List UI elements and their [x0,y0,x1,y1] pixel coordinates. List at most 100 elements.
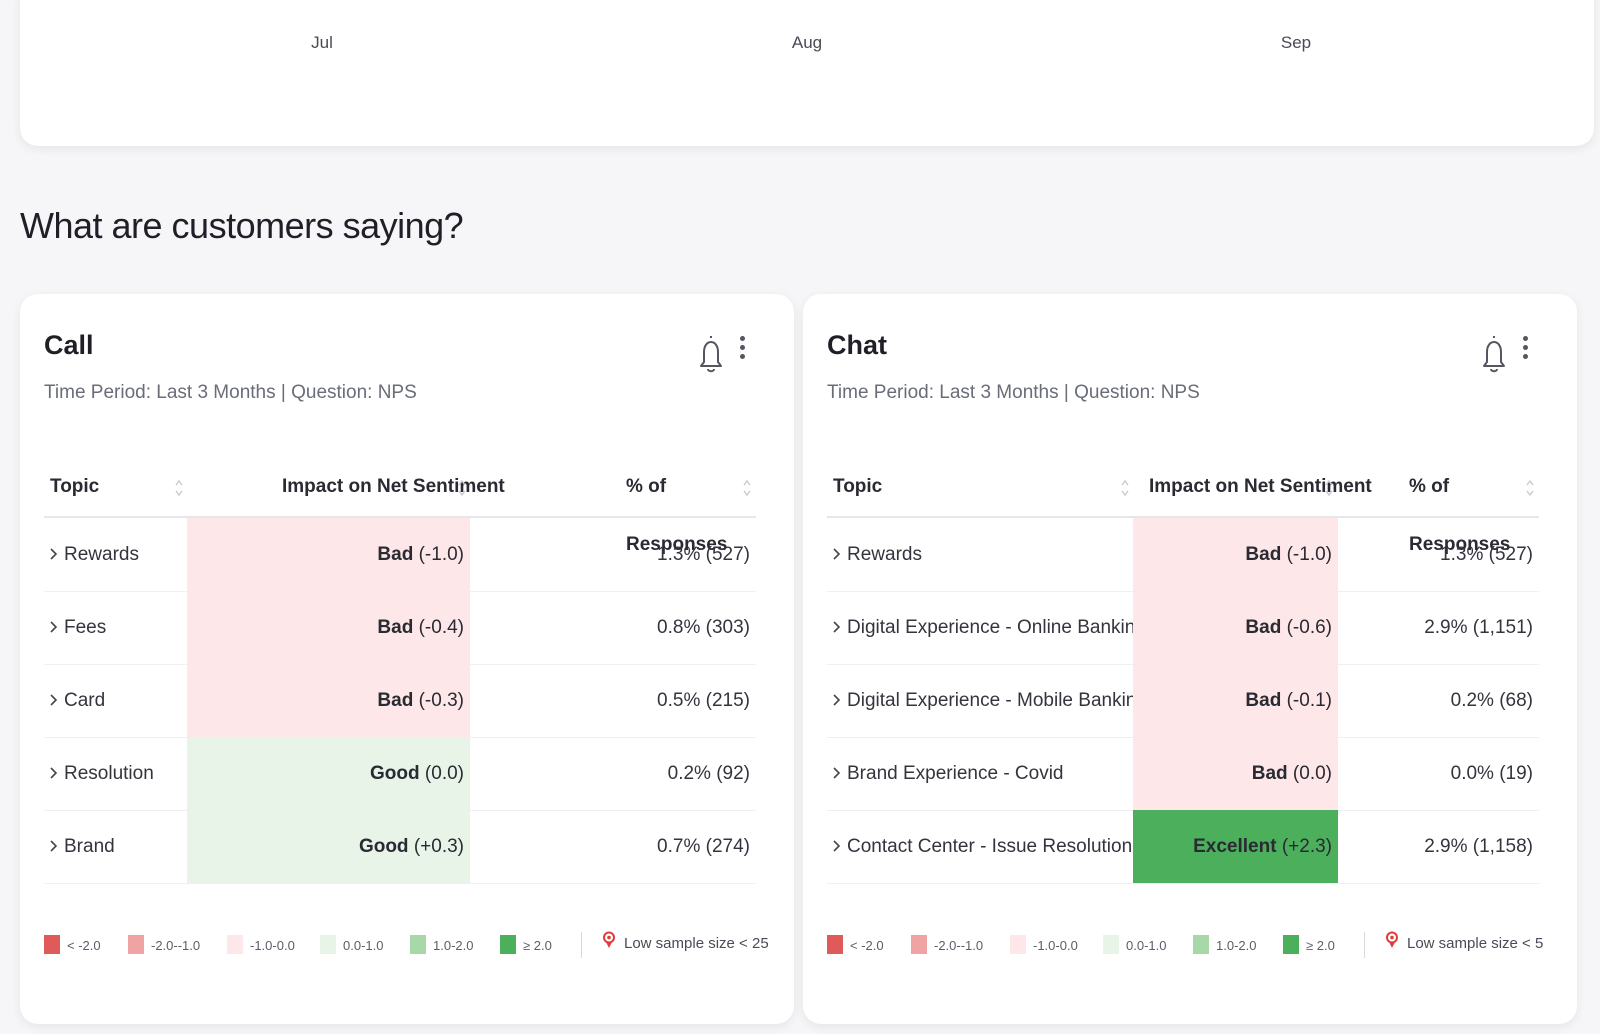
impact-rating: Bad [1245,544,1282,565]
column-header-label: % of Responses [626,476,728,555]
column-header-impact[interactable]: Impact on Net Sentiment [282,458,505,516]
column-header-topic[interactable]: Topic [833,458,882,516]
sort-icon[interactable] [1120,477,1130,499]
more-options-icon[interactable] [1519,332,1531,376]
impact-cell: Good (+0.3) [187,810,470,883]
row-topic-label: Digital Experience - Mobile Banking/App [847,690,1187,711]
table-row[interactable]: Rewards Bad (-1.0) 1.3% (527) [827,518,1539,592]
row-topic[interactable]: Resolution [48,737,154,810]
chevron-right-icon[interactable] [831,811,841,852]
legend-label: -2.0--1.0 [934,938,984,953]
row-topic-label: Card [64,690,106,711]
low-sample-label: Low sample size < 5 [1407,935,1544,952]
impact-rating: Bad [377,544,414,565]
sort-icon[interactable] [1324,477,1334,499]
chevron-right-icon[interactable] [831,665,841,706]
row-topic[interactable]: Fees [48,591,106,664]
chevron-right-icon[interactable] [831,592,841,633]
row-topic-label: Brand Experience - Covid [847,763,1064,784]
impact-cell: Bad (-0.4) [187,591,470,664]
month-label: Sep [1280,33,1312,52]
impact-rating: Bad [377,690,414,711]
impact-score: (+0.3) [413,836,464,857]
responses-cell: 2.9% (1,151) [1424,617,1533,638]
legend-label: < -2.0 [67,938,101,953]
legend-label: 1.0-2.0 [433,938,474,953]
call-panel: Call Time Period: Last 3 Months | Questi… [20,294,794,1024]
more-options-icon[interactable] [736,332,748,376]
sort-icon[interactable] [742,477,752,499]
column-header-responses[interactable]: % of Responses [626,458,756,555]
impact-rating: Bad [377,617,414,638]
legend-swatch [128,935,144,954]
table-row[interactable]: Brand Good (+0.3) 0.7% (274) [44,810,756,884]
legend-label: -1.0-0.0 [250,938,295,953]
impact-score: (-0.1) [1286,690,1332,711]
legend-swatch [410,935,426,954]
row-topic-label: Rewards [847,544,922,565]
legend-item: ≥ 2.0 [1283,934,1335,958]
legend-item: -1.0-0.0 [227,934,295,958]
chevron-right-icon[interactable] [48,519,58,560]
table-header: Topic Impact on Net Sentiment % of Respo… [827,458,1539,555]
legend-label: -2.0--1.0 [151,938,201,953]
impact-score: (-1.0) [1286,544,1332,565]
table-row[interactable]: Digital Experience - Online Banking/Webs… [827,591,1539,665]
timeline-card: Jul Aug Sep [20,0,1594,146]
legend-swatch [1010,935,1026,954]
impact-cell: Good (0.0) [187,737,470,810]
responses-cell: 0.2% (68) [1450,690,1533,711]
column-header-responses[interactable]: % of Responses [1409,458,1539,555]
table-row[interactable]: Rewards Bad (-1.0) 1.3% (527) [44,518,756,592]
chevron-right-icon[interactable] [48,738,58,779]
impact-rating: Good [370,763,420,784]
impact-rating: Excellent [1193,836,1277,857]
legend-label: -1.0-0.0 [1033,938,1078,953]
table-row[interactable]: Fees Bad (-0.4) 0.8% (303) [44,591,756,665]
row-topic[interactable]: Contact Center - Issue Resolution [831,810,1132,883]
low-sample-label: Low sample size < 25 [624,935,769,952]
chevron-right-icon[interactable] [48,811,58,852]
table-row[interactable]: Contact Center - Issue Resolution Excelle… [827,810,1539,884]
column-header-impact[interactable]: Impact on Net Sentiment [1149,458,1372,516]
impact-cell: Bad (-1.0) [1133,518,1338,591]
sort-icon[interactable] [174,477,184,499]
row-topic[interactable]: Digital Experience - Online Banking/Webs… [831,591,1219,664]
table-row[interactable]: Card Bad (-0.3) 0.5% (215) [44,664,756,738]
impact-score: (-0.4) [418,617,464,638]
legend-item: 0.0-1.0 [320,934,383,958]
chevron-right-icon[interactable] [48,665,58,706]
legend-swatch [911,935,927,954]
legend-label: 0.0-1.0 [343,938,384,953]
column-header-label: Topic [833,476,883,497]
chevron-right-icon[interactable] [48,592,58,633]
column-header-label: Impact on Net Sentiment [282,476,505,497]
chevron-right-icon[interactable] [831,519,841,560]
row-topic[interactable]: Brand Experience - Covid [831,737,1064,810]
responses-cell: 0.2% (92) [667,763,750,784]
table-row[interactable]: Brand Experience - Covid Bad (0.0) 0.0% (1… [827,737,1539,811]
chevron-right-icon[interactable] [831,738,841,779]
impact-score: (+2.3) [1281,836,1332,857]
map-pin-icon [602,931,616,949]
column-header-topic[interactable]: Topic [50,458,99,516]
row-topic[interactable]: Brand [48,810,115,883]
table-row[interactable]: Digital Experience - Mobile Banking/App B… [827,664,1539,738]
row-topic[interactable]: Rewards [48,518,139,591]
legend-swatch [500,935,516,954]
row-topic[interactable]: Digital Experience - Mobile Banking/App [831,664,1186,737]
bell-icon[interactable] [698,332,724,376]
legend-label: ≥ 2.0 [1306,938,1335,953]
legend-label: ≥ 2.0 [523,938,552,953]
row-topic[interactable]: Rewards [831,518,922,591]
legend-divider [581,932,582,958]
sort-icon[interactable] [1525,477,1535,499]
bell-icon[interactable] [1481,332,1507,376]
row-topic[interactable]: Card [48,664,105,737]
row-topic-label: Brand [64,836,115,857]
legend-swatch [227,935,243,954]
sort-icon[interactable] [457,477,467,499]
table-row[interactable]: Resolution Good (0.0) 0.2% (92) [44,737,756,811]
legend-swatch [44,935,60,954]
table-header: Topic Impact on Net Sentiment % of Respo… [44,458,756,555]
